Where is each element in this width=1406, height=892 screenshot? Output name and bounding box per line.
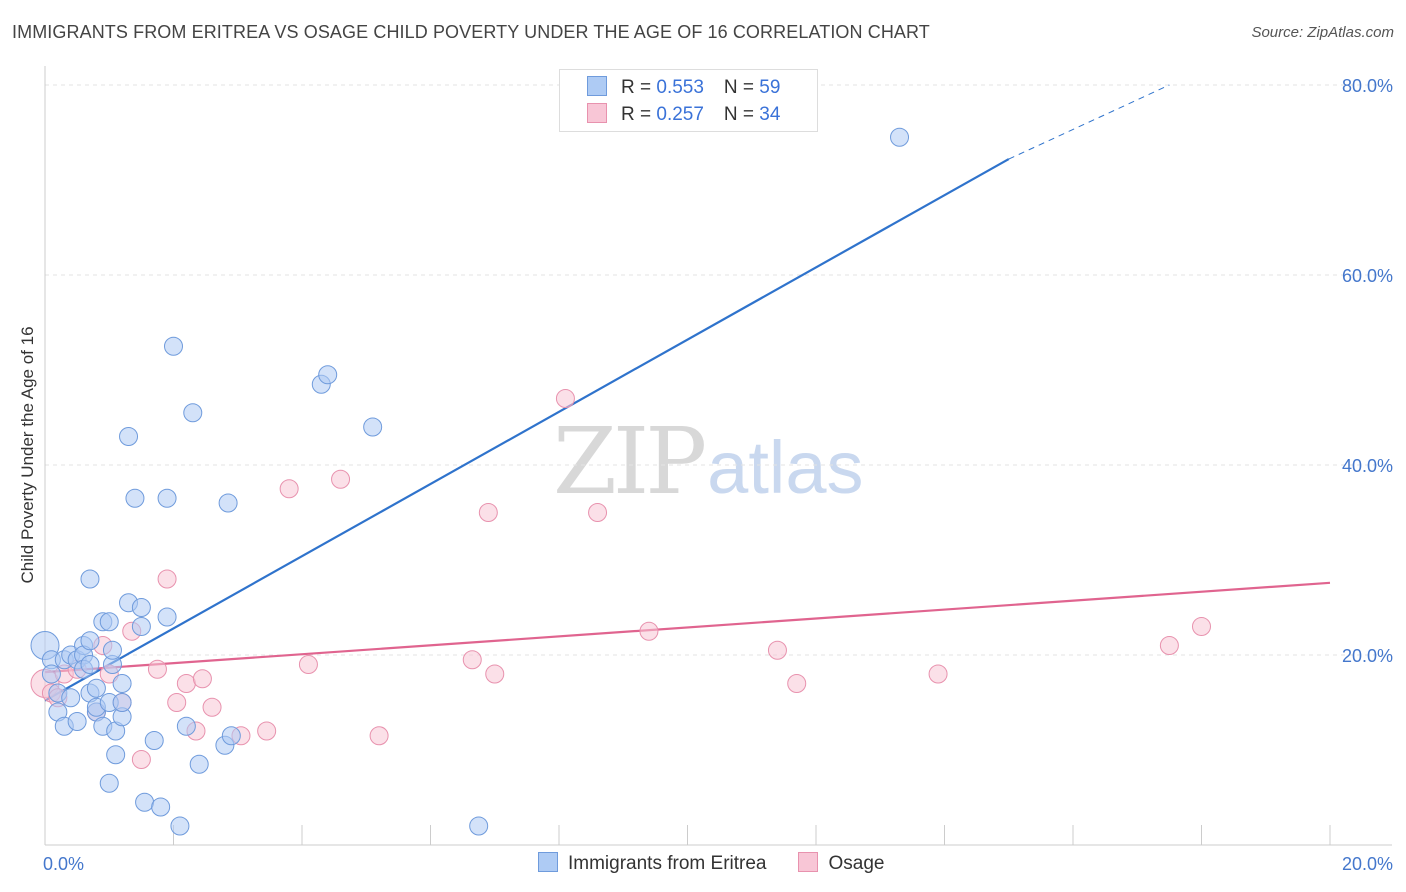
legend: R = 0.553 N = 59 R = 0.257 N = 34 xyxy=(559,69,818,132)
bottom-legend-osage[interactable]: Osage xyxy=(798,852,884,875)
legend-r-label: R = xyxy=(621,104,657,125)
point-osage xyxy=(588,503,608,522)
point-eritrea xyxy=(41,664,61,684)
bottom-legend-label-osage: Osage xyxy=(828,853,885,874)
point-eritrea xyxy=(102,640,122,660)
point-eritrea xyxy=(469,816,489,836)
point-osage xyxy=(639,621,659,641)
watermark-zip: ZIP xyxy=(553,408,707,515)
x-tick-label: 20.0% xyxy=(1342,854,1393,874)
y-tick-label: 40.0% xyxy=(1342,456,1393,476)
point-eritrea xyxy=(112,674,132,693)
point-osage xyxy=(369,726,389,746)
legend-r-value-osage: 0.257 xyxy=(656,104,704,125)
legend-r-label: R = xyxy=(621,77,657,98)
point-osage xyxy=(192,669,212,689)
point-eritrea xyxy=(157,607,177,627)
bottom-legend-eritrea[interactable]: Immigrants from Eritrea xyxy=(538,852,766,875)
point-osage xyxy=(331,469,351,489)
point-eritrea xyxy=(80,655,100,674)
point-eritrea xyxy=(119,427,139,446)
legend-n-value-eritrea: 59 xyxy=(759,77,781,98)
point-eritrea xyxy=(131,617,151,636)
bottom-legend: Immigrants from Eritrea Osage xyxy=(538,852,884,875)
point-eritrea xyxy=(61,688,81,708)
point-osage xyxy=(202,697,222,717)
point-eritrea xyxy=(221,726,241,746)
point-osage xyxy=(478,503,498,522)
legend-n-label: N = xyxy=(723,104,760,125)
point-eritrea xyxy=(157,488,177,508)
point-osage xyxy=(462,650,482,670)
point-eritrea xyxy=(99,773,119,793)
point-eritrea xyxy=(125,488,145,508)
legend-n-label: N = xyxy=(723,77,760,98)
bottom-legend-swatch-eritrea xyxy=(538,852,558,872)
y-tick-label: 60.0% xyxy=(1342,266,1393,286)
watermark: ZIPatlas xyxy=(553,408,863,515)
x-tick-label: 0.0% xyxy=(43,854,84,874)
legend-n-value-osage: 34 xyxy=(759,104,781,125)
point-osage xyxy=(298,655,318,674)
point-osage xyxy=(167,693,187,712)
trend-line-eritrea-extension xyxy=(1008,84,1170,160)
point-eritrea xyxy=(135,792,155,812)
legend-row-eritrea: R = 0.553 N = 59 xyxy=(587,76,780,100)
point-osage xyxy=(787,674,807,693)
point-eritrea xyxy=(80,569,100,589)
y-tick-label: 20.0% xyxy=(1342,646,1393,666)
point-eritrea xyxy=(176,716,196,736)
point-osage xyxy=(485,664,505,684)
point-osage xyxy=(131,750,151,769)
point-osage xyxy=(147,659,167,679)
data-points xyxy=(30,127,1211,836)
point-eritrea xyxy=(99,612,119,632)
chart-title: IMMIGRANTS FROM ERITREA VS OSAGE CHILD P… xyxy=(12,22,930,42)
point-osage xyxy=(1192,617,1211,636)
legend-swatch-eritrea xyxy=(587,76,607,96)
point-eritrea xyxy=(183,403,203,423)
bottom-legend-swatch-osage xyxy=(798,852,819,872)
source-credit: Source: ZipAtlas.com xyxy=(1251,24,1394,41)
point-osage xyxy=(928,664,948,684)
point-eritrea xyxy=(67,712,87,731)
axes xyxy=(44,66,1392,846)
point-eritrea xyxy=(144,731,164,750)
point-osage xyxy=(1159,636,1179,655)
point-eritrea xyxy=(218,493,238,513)
point-eritrea xyxy=(363,417,383,437)
point-eritrea xyxy=(106,745,126,765)
point-eritrea xyxy=(80,631,100,651)
y-tick-label: 80.0% xyxy=(1342,76,1393,96)
point-eritrea xyxy=(170,816,190,836)
point-osage xyxy=(157,569,177,589)
trend-line-osage xyxy=(44,581,1331,674)
trend-line-eritrea xyxy=(44,158,1010,702)
point-eritrea xyxy=(151,797,171,817)
point-osage xyxy=(767,640,787,660)
point-eritrea xyxy=(164,336,183,356)
point-eritrea xyxy=(890,127,910,147)
point-eritrea xyxy=(189,754,209,774)
legend-r-value-eritrea: 0.553 xyxy=(656,77,704,98)
trend-lines xyxy=(44,84,1331,702)
watermark-atlas: atlas xyxy=(707,426,864,509)
point-osage xyxy=(555,389,575,408)
bottom-legend-label-eritrea: Immigrants from Eritrea xyxy=(568,853,767,874)
point-eritrea xyxy=(318,365,338,385)
point-eritrea xyxy=(86,678,106,698)
legend-row-osage: R = 0.257 N = 34 xyxy=(587,103,780,127)
gridlines xyxy=(45,84,1392,656)
point-osage xyxy=(257,721,277,741)
tick-labels: 20.0% 40.0% 60.0% 80.0% 0.0% 20.0% xyxy=(43,76,1393,874)
point-eritrea xyxy=(112,693,132,712)
point-osage xyxy=(279,479,299,499)
point-osage xyxy=(176,674,196,693)
point-eritrea xyxy=(131,598,151,617)
legend-swatch-osage xyxy=(587,103,607,123)
